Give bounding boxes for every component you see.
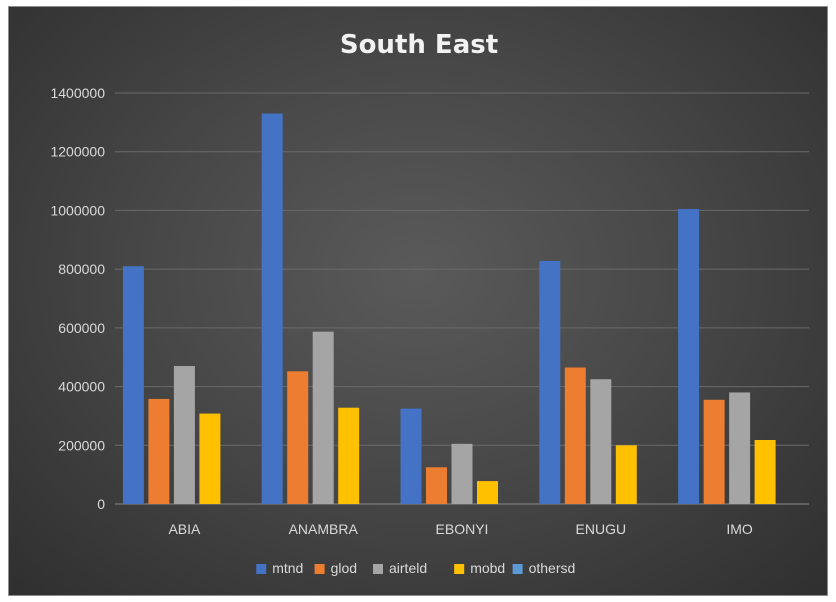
legend-label: glod [331, 560, 357, 576]
bar-mtnd-abia [122, 266, 144, 504]
bar-glod-enugu [564, 367, 586, 504]
bar-glod-ebonyi [426, 467, 447, 504]
bar-mobd-ebonyi [477, 481, 498, 504]
bar-glod-abia [148, 398, 170, 504]
legend-swatch [314, 564, 325, 574]
y-axis-ticks: 0 200000 400000 600000 800000 1000000 1200000 1… [50, 85, 105, 512]
y-tick-label: 200000 [58, 437, 105, 453]
bar-mobd-abia [199, 413, 221, 504]
legend: mtnd glod airteld mobd othersd [256, 560, 575, 576]
legend-label: mtnd [272, 560, 303, 576]
category-label: IMO [726, 521, 753, 537]
y-tick-label: 400000 [58, 379, 105, 395]
bar-glod-anambra [287, 371, 309, 504]
chart-title: South East [340, 30, 498, 60]
bar-airteld-anambra [312, 331, 334, 504]
y-tick-label: 1400000 [50, 85, 105, 101]
legend-item-airteld: airteld [373, 560, 427, 576]
bar-chart: South East 0 200000 400000 600000 800000 1000… [50, 30, 809, 576]
category-label: ANAMBRA [289, 521, 359, 537]
legend-item-mobd: mobd [454, 560, 505, 576]
bar-mobd-anambra [338, 407, 360, 504]
y-tick-label: 800000 [58, 261, 105, 277]
bar-airteld-enugu [590, 379, 612, 504]
bar-airteld-abia [173, 366, 195, 504]
legend-swatch [256, 564, 267, 574]
y-tick-label: 0 [97, 496, 105, 512]
bar-mobd-imo [754, 440, 776, 504]
category-label: ENUGU [576, 521, 627, 537]
legend-label: othersd [529, 560, 576, 576]
category-label: EBONYI [436, 521, 489, 537]
chart-frame: South East 0 200000 400000 600000 800000 1000… [8, 6, 828, 596]
legend-label: mobd [470, 560, 505, 576]
bar-glod-imo [703, 399, 725, 504]
legend-swatch [373, 564, 383, 574]
bar-mtnd-enugu [539, 260, 561, 504]
bar-mtnd-imo [678, 208, 700, 505]
bar-mtnd-ebonyi [400, 408, 422, 504]
bar-airteld-imo [729, 392, 751, 504]
legend-swatch [454, 564, 465, 574]
y-tick-label: 1200000 [50, 144, 105, 160]
x-axis-categories: ABIA ANAMBRA EBONYI ENUGU IMO [168, 521, 752, 537]
y-tick-label: 1000000 [50, 202, 105, 218]
bar-airteld-ebonyi [451, 443, 473, 504]
y-tick-label: 600000 [58, 320, 105, 336]
legend-item-glod: glod [314, 560, 357, 576]
bar-mobd-enugu [615, 445, 637, 504]
legend-swatch [512, 564, 523, 574]
legend-label: airteld [389, 560, 427, 576]
gridlines [115, 92, 809, 505]
category-label: ABIA [168, 521, 201, 537]
legend-item-mtnd: mtnd [256, 560, 303, 576]
bars [122, 113, 776, 505]
legend-item-othersd: othersd [512, 560, 576, 576]
bar-mtnd-anambra [261, 113, 283, 505]
